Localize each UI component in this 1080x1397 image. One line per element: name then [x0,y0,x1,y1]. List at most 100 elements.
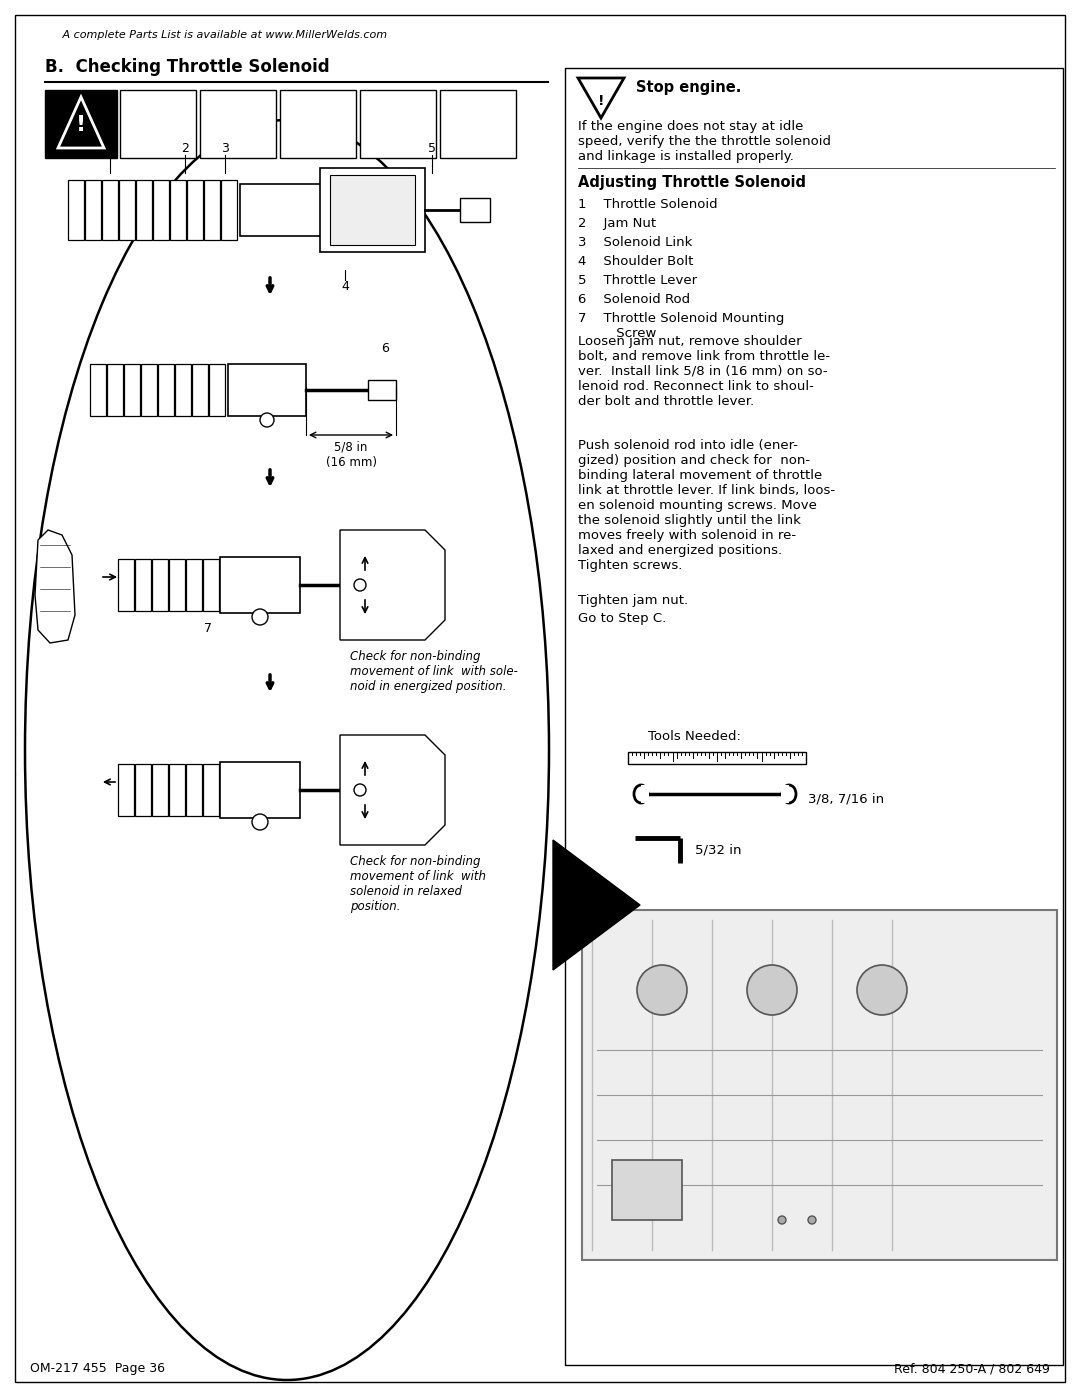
Bar [582,909,1057,1260]
Bar [360,89,436,158]
Bar [102,180,118,240]
Text: Ref. 804 250-A / 802 649: Ref. 804 250-A / 802 649 [894,1362,1050,1375]
Bar [175,365,191,416]
Text: 1: 1 [106,142,113,155]
Bar [612,1160,681,1220]
Bar [118,559,134,610]
Text: 3/8, 7/16 in: 3/8, 7/16 in [808,792,885,806]
Text: !: ! [76,115,86,136]
Bar [152,559,168,610]
Text: 6: 6 [381,342,389,355]
Text: Push solenoid rod into idle (ener-
gized) position and check for  non-
binding l: Push solenoid rod into idle (ener- gized… [578,439,835,571]
Text: 5/32 in: 5/32 in [696,844,742,856]
Text: Check for non-binding
movement of link  with sole-
noid in energized position.: Check for non-binding movement of link w… [350,650,518,693]
Bar [192,365,208,416]
Text: Tighten jam nut.: Tighten jam nut. [578,594,688,608]
Bar [204,180,220,240]
Text: Stop engine.: Stop engine. [636,80,741,95]
Text: !: ! [597,94,604,108]
Text: Adjusting Throttle Solenoid: Adjusting Throttle Solenoid [578,175,806,190]
Bar [642,785,649,803]
Text: A complete Parts List is available at www.MillerWelds.com: A complete Parts List is available at ww… [45,29,387,41]
Text: OM-217 455  Page 36: OM-217 455 Page 36 [30,1362,165,1375]
Text: 6    Solenoid Rod: 6 Solenoid Rod [578,293,690,306]
Bar [120,89,195,158]
Bar [85,180,102,240]
Text: 4    Shoulder Bolt: 4 Shoulder Bolt [578,256,693,268]
Bar [152,764,168,816]
Ellipse shape [782,785,796,803]
Bar [346,571,374,599]
Polygon shape [35,529,75,643]
Circle shape [747,965,797,1016]
Circle shape [858,965,907,1016]
Polygon shape [553,840,640,970]
Bar [203,764,219,816]
Bar [124,365,140,416]
Bar [221,180,237,240]
Text: 5    Throttle Lever: 5 Throttle Lever [578,274,697,286]
Bar [200,89,276,158]
Bar [627,752,806,764]
Bar [45,89,117,158]
Circle shape [260,414,274,427]
Bar [153,180,168,240]
Text: 2    Jam Nut: 2 Jam Nut [578,217,657,231]
Bar [170,180,186,240]
Text: Check for non-binding
movement of link  with
solenoid in relaxed
position.: Check for non-binding movement of link w… [350,855,486,914]
Circle shape [637,965,687,1016]
Bar [460,198,490,222]
Text: Tools Needed:: Tools Needed: [648,731,741,743]
Polygon shape [340,529,445,640]
Circle shape [252,609,268,624]
Text: 7: 7 [204,622,212,636]
Bar [118,764,134,816]
Text: Go to Step C.: Go to Step C. [578,612,666,624]
Polygon shape [58,96,104,148]
Text: 5: 5 [428,142,436,155]
Bar [168,764,185,816]
Text: 2: 2 [181,142,189,155]
Circle shape [778,1215,786,1224]
Text: B.  Checking Throttle Solenoid: B. Checking Throttle Solenoid [45,59,329,75]
Bar [346,775,374,805]
Bar [158,365,174,416]
Bar [107,365,123,416]
Bar [186,764,202,816]
Bar [141,365,157,416]
Text: 7    Throttle Solenoid Mounting
         Screw: 7 Throttle Solenoid Mounting Screw [578,312,784,339]
Bar [119,180,135,240]
Bar [186,559,202,610]
Ellipse shape [634,785,648,803]
Bar [136,180,152,240]
Circle shape [354,578,366,591]
Bar [440,89,516,158]
Bar [135,764,151,816]
Bar [68,180,84,240]
Bar [187,180,203,240]
Bar [228,365,306,416]
Text: Loosen jam nut, remove shoulder
bolt, and remove link from throttle le-
ver.  In: Loosen jam nut, remove shoulder bolt, an… [578,335,831,408]
Bar [565,68,1063,1365]
Text: 3: 3 [221,142,229,155]
Bar [210,365,225,416]
Bar [330,175,415,244]
Polygon shape [340,735,445,845]
Bar [220,557,300,613]
Bar [90,365,106,416]
Bar [368,380,396,400]
Bar [203,559,219,610]
Text: 1    Throttle Solenoid: 1 Throttle Solenoid [578,198,717,211]
Bar [135,559,151,610]
Text: 4: 4 [341,279,349,293]
Text: If the engine does not stay at idle
speed, verify the the throttle solenoid
and : If the engine does not stay at idle spee… [578,120,831,163]
Bar [168,559,185,610]
Text: 3    Solenoid Link: 3 Solenoid Link [578,236,692,249]
Text: 5/8 in
(16 mm): 5/8 in (16 mm) [325,441,377,469]
Circle shape [252,814,268,830]
Bar [240,184,325,236]
Bar [220,761,300,819]
Bar [781,785,789,803]
Bar [320,168,426,251]
Bar [280,89,356,158]
